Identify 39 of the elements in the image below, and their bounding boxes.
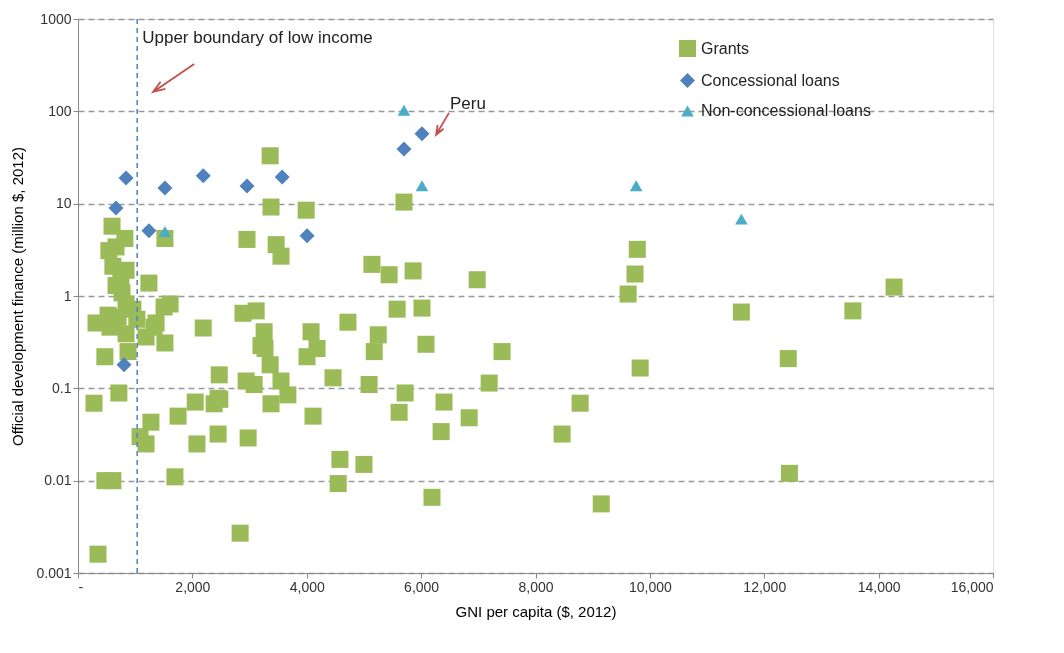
point [735,213,748,225]
legend-label: Non-concessional loans [701,102,871,119]
y-tick-label: 0.001 [36,564,72,581]
y-tick-label: 10 [55,195,72,212]
x-tick-label: 4,000 [289,578,325,595]
point [158,225,172,237]
legend-label: Concessional loans [701,71,840,89]
y-tick-label: 1 [63,287,72,304]
point [195,168,211,184]
y-tick-label: 100 [48,102,72,119]
y-tick-label: 1000 [40,10,72,27]
y-tick-label: 0.1 [52,379,72,396]
x-tick-label: 16,000 [950,578,994,595]
x-tick-label: 6,000 [404,578,440,595]
point [397,104,411,116]
legend-label: Grants [701,39,750,57]
point [118,170,134,186]
point [157,180,173,196]
x-axis-title: GNI per capita ($, 2012) [455,602,617,620]
point [108,200,124,216]
point [299,228,315,244]
annotation: Peru [449,93,486,113]
point [629,180,643,192]
x-tick-label: 8,000 [518,578,554,595]
x-tick-label: 12,000 [743,578,787,595]
x-tick-label: 2,000 [175,578,211,595]
point [239,178,255,194]
ref-line-label: Upper boundary of low income [142,28,373,47]
x-tick-label: 14,000 [857,578,901,595]
point [141,223,157,239]
point [415,180,429,192]
point [414,126,430,142]
point [396,141,412,157]
x-tick-label: - [78,578,84,595]
point [274,169,290,185]
x-tick-label: 10,000 [628,578,672,595]
point [116,357,132,373]
y-axis-title: Official development finance (million $, 2012) [9,146,27,447]
y-tick-label: 0.01 [44,472,72,489]
